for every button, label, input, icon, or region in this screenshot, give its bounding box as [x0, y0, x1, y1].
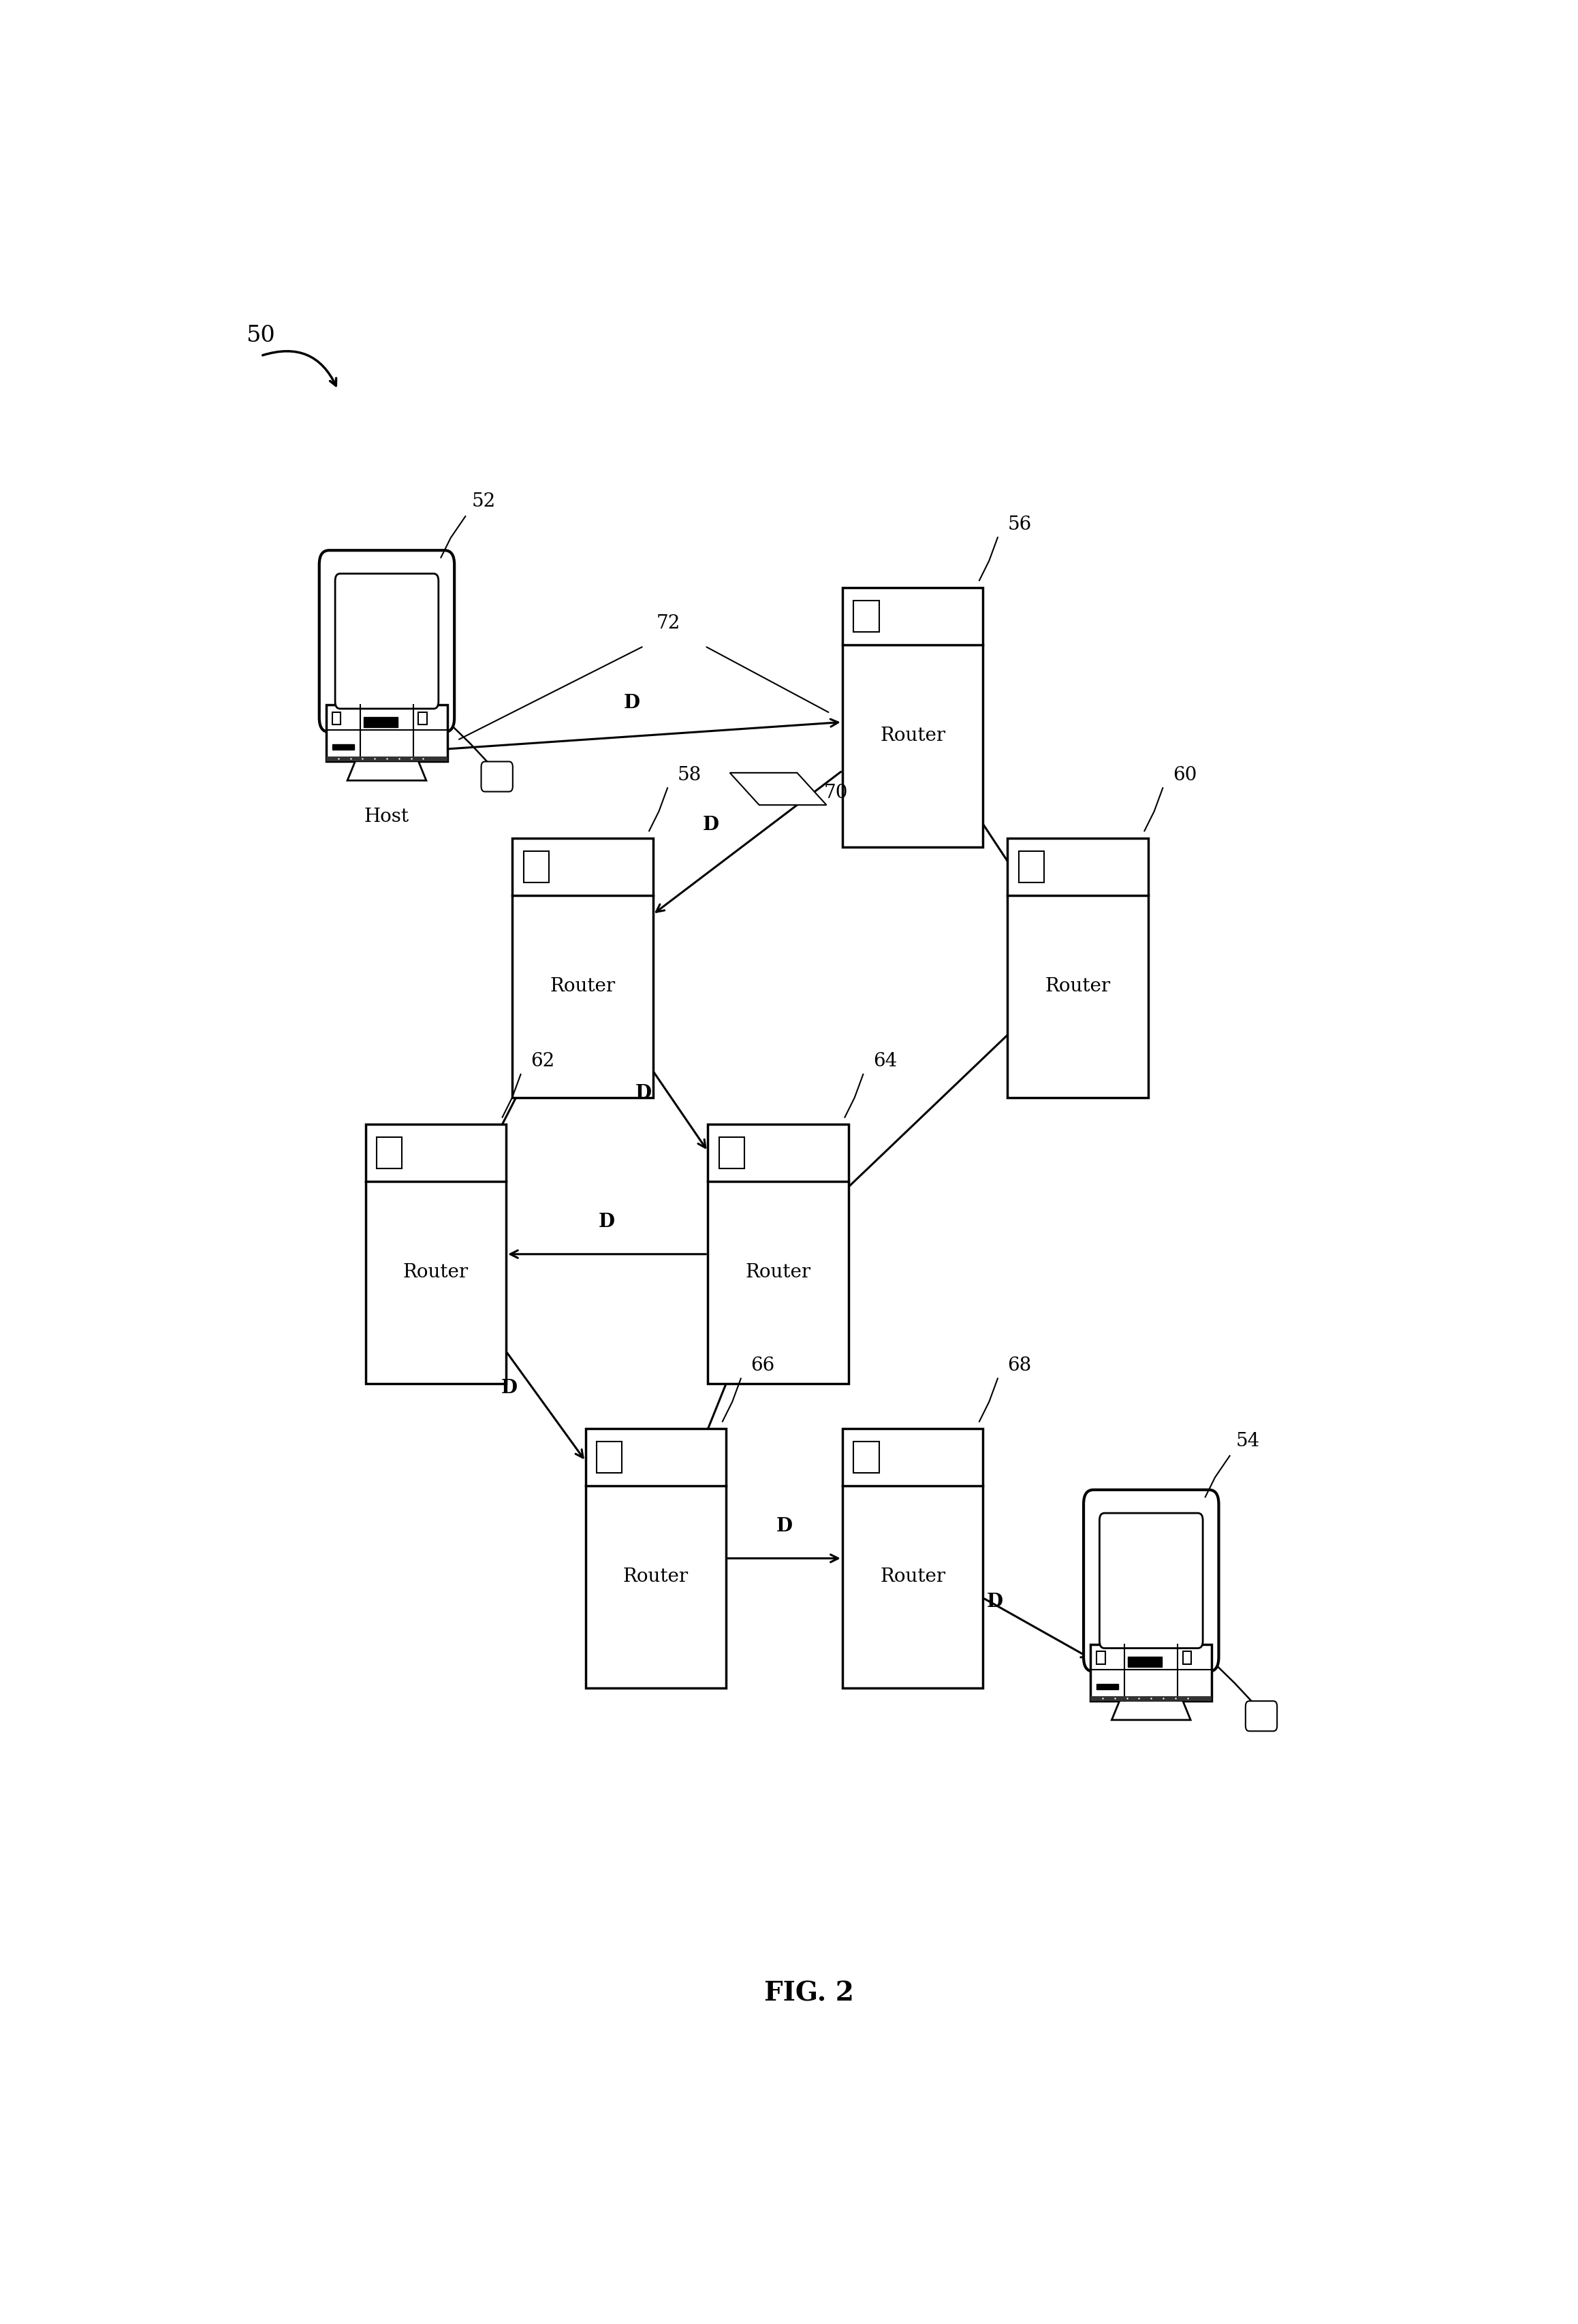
Bar — [709, 1125, 849, 1383]
Text: D: D — [636, 1083, 652, 1102]
Text: Router: Router — [881, 727, 945, 744]
Text: 64: 64 — [873, 1053, 896, 1071]
Text: 60: 60 — [1172, 767, 1196, 786]
Text: Router: Router — [402, 1264, 469, 1281]
Text: D: D — [623, 695, 639, 713]
FancyBboxPatch shape — [1100, 1513, 1202, 1648]
FancyBboxPatch shape — [335, 574, 439, 709]
Bar — [1019, 851, 1045, 883]
Bar — [1097, 1652, 1105, 1664]
Bar — [377, 1136, 402, 1169]
Text: 54: 54 — [1236, 1432, 1259, 1450]
Bar — [524, 851, 549, 883]
FancyBboxPatch shape — [319, 551, 454, 732]
Bar — [333, 744, 353, 751]
Text: FIG. 2: FIG. 2 — [764, 1980, 854, 2006]
Bar — [365, 718, 398, 727]
Polygon shape — [731, 774, 827, 804]
FancyBboxPatch shape — [1245, 1701, 1277, 1731]
Bar — [1097, 1683, 1119, 1690]
Text: Host: Host — [365, 806, 409, 825]
FancyBboxPatch shape — [1084, 1490, 1218, 1671]
Text: Router: Router — [1045, 976, 1111, 995]
Bar — [854, 1441, 879, 1473]
Bar — [843, 1429, 983, 1687]
Bar — [327, 758, 448, 762]
Text: 52: 52 — [472, 493, 495, 511]
Bar — [1090, 1645, 1212, 1701]
Text: 66: 66 — [751, 1357, 775, 1376]
Text: Router: Router — [881, 1566, 945, 1585]
Text: 62: 62 — [530, 1053, 554, 1071]
Text: 70: 70 — [824, 783, 849, 802]
Text: D: D — [598, 1213, 615, 1232]
Text: 68: 68 — [1007, 1357, 1032, 1376]
Text: 50: 50 — [246, 325, 275, 346]
Polygon shape — [347, 762, 426, 781]
Text: D: D — [500, 1378, 518, 1397]
Text: Router: Router — [745, 1264, 811, 1281]
Text: D: D — [986, 1592, 1004, 1611]
Bar — [333, 711, 341, 725]
Bar — [1128, 1657, 1161, 1666]
Text: 58: 58 — [677, 767, 701, 786]
Bar — [843, 588, 983, 846]
Polygon shape — [1112, 1701, 1190, 1720]
Bar — [366, 1125, 507, 1383]
Text: D: D — [702, 816, 720, 834]
Bar — [585, 1429, 726, 1687]
Bar — [854, 600, 879, 632]
Bar — [327, 704, 448, 762]
Bar — [418, 711, 426, 725]
Bar — [1090, 1697, 1212, 1701]
Text: Router: Router — [623, 1566, 688, 1585]
Bar — [596, 1441, 622, 1473]
Text: 56: 56 — [1007, 516, 1032, 535]
Bar — [1007, 839, 1149, 1097]
Text: Router: Router — [549, 976, 615, 995]
Bar — [513, 839, 653, 1097]
Bar — [720, 1136, 745, 1169]
FancyBboxPatch shape — [481, 762, 513, 792]
Text: D: D — [776, 1518, 792, 1536]
Text: 72: 72 — [656, 614, 680, 632]
Bar — [1182, 1652, 1191, 1664]
